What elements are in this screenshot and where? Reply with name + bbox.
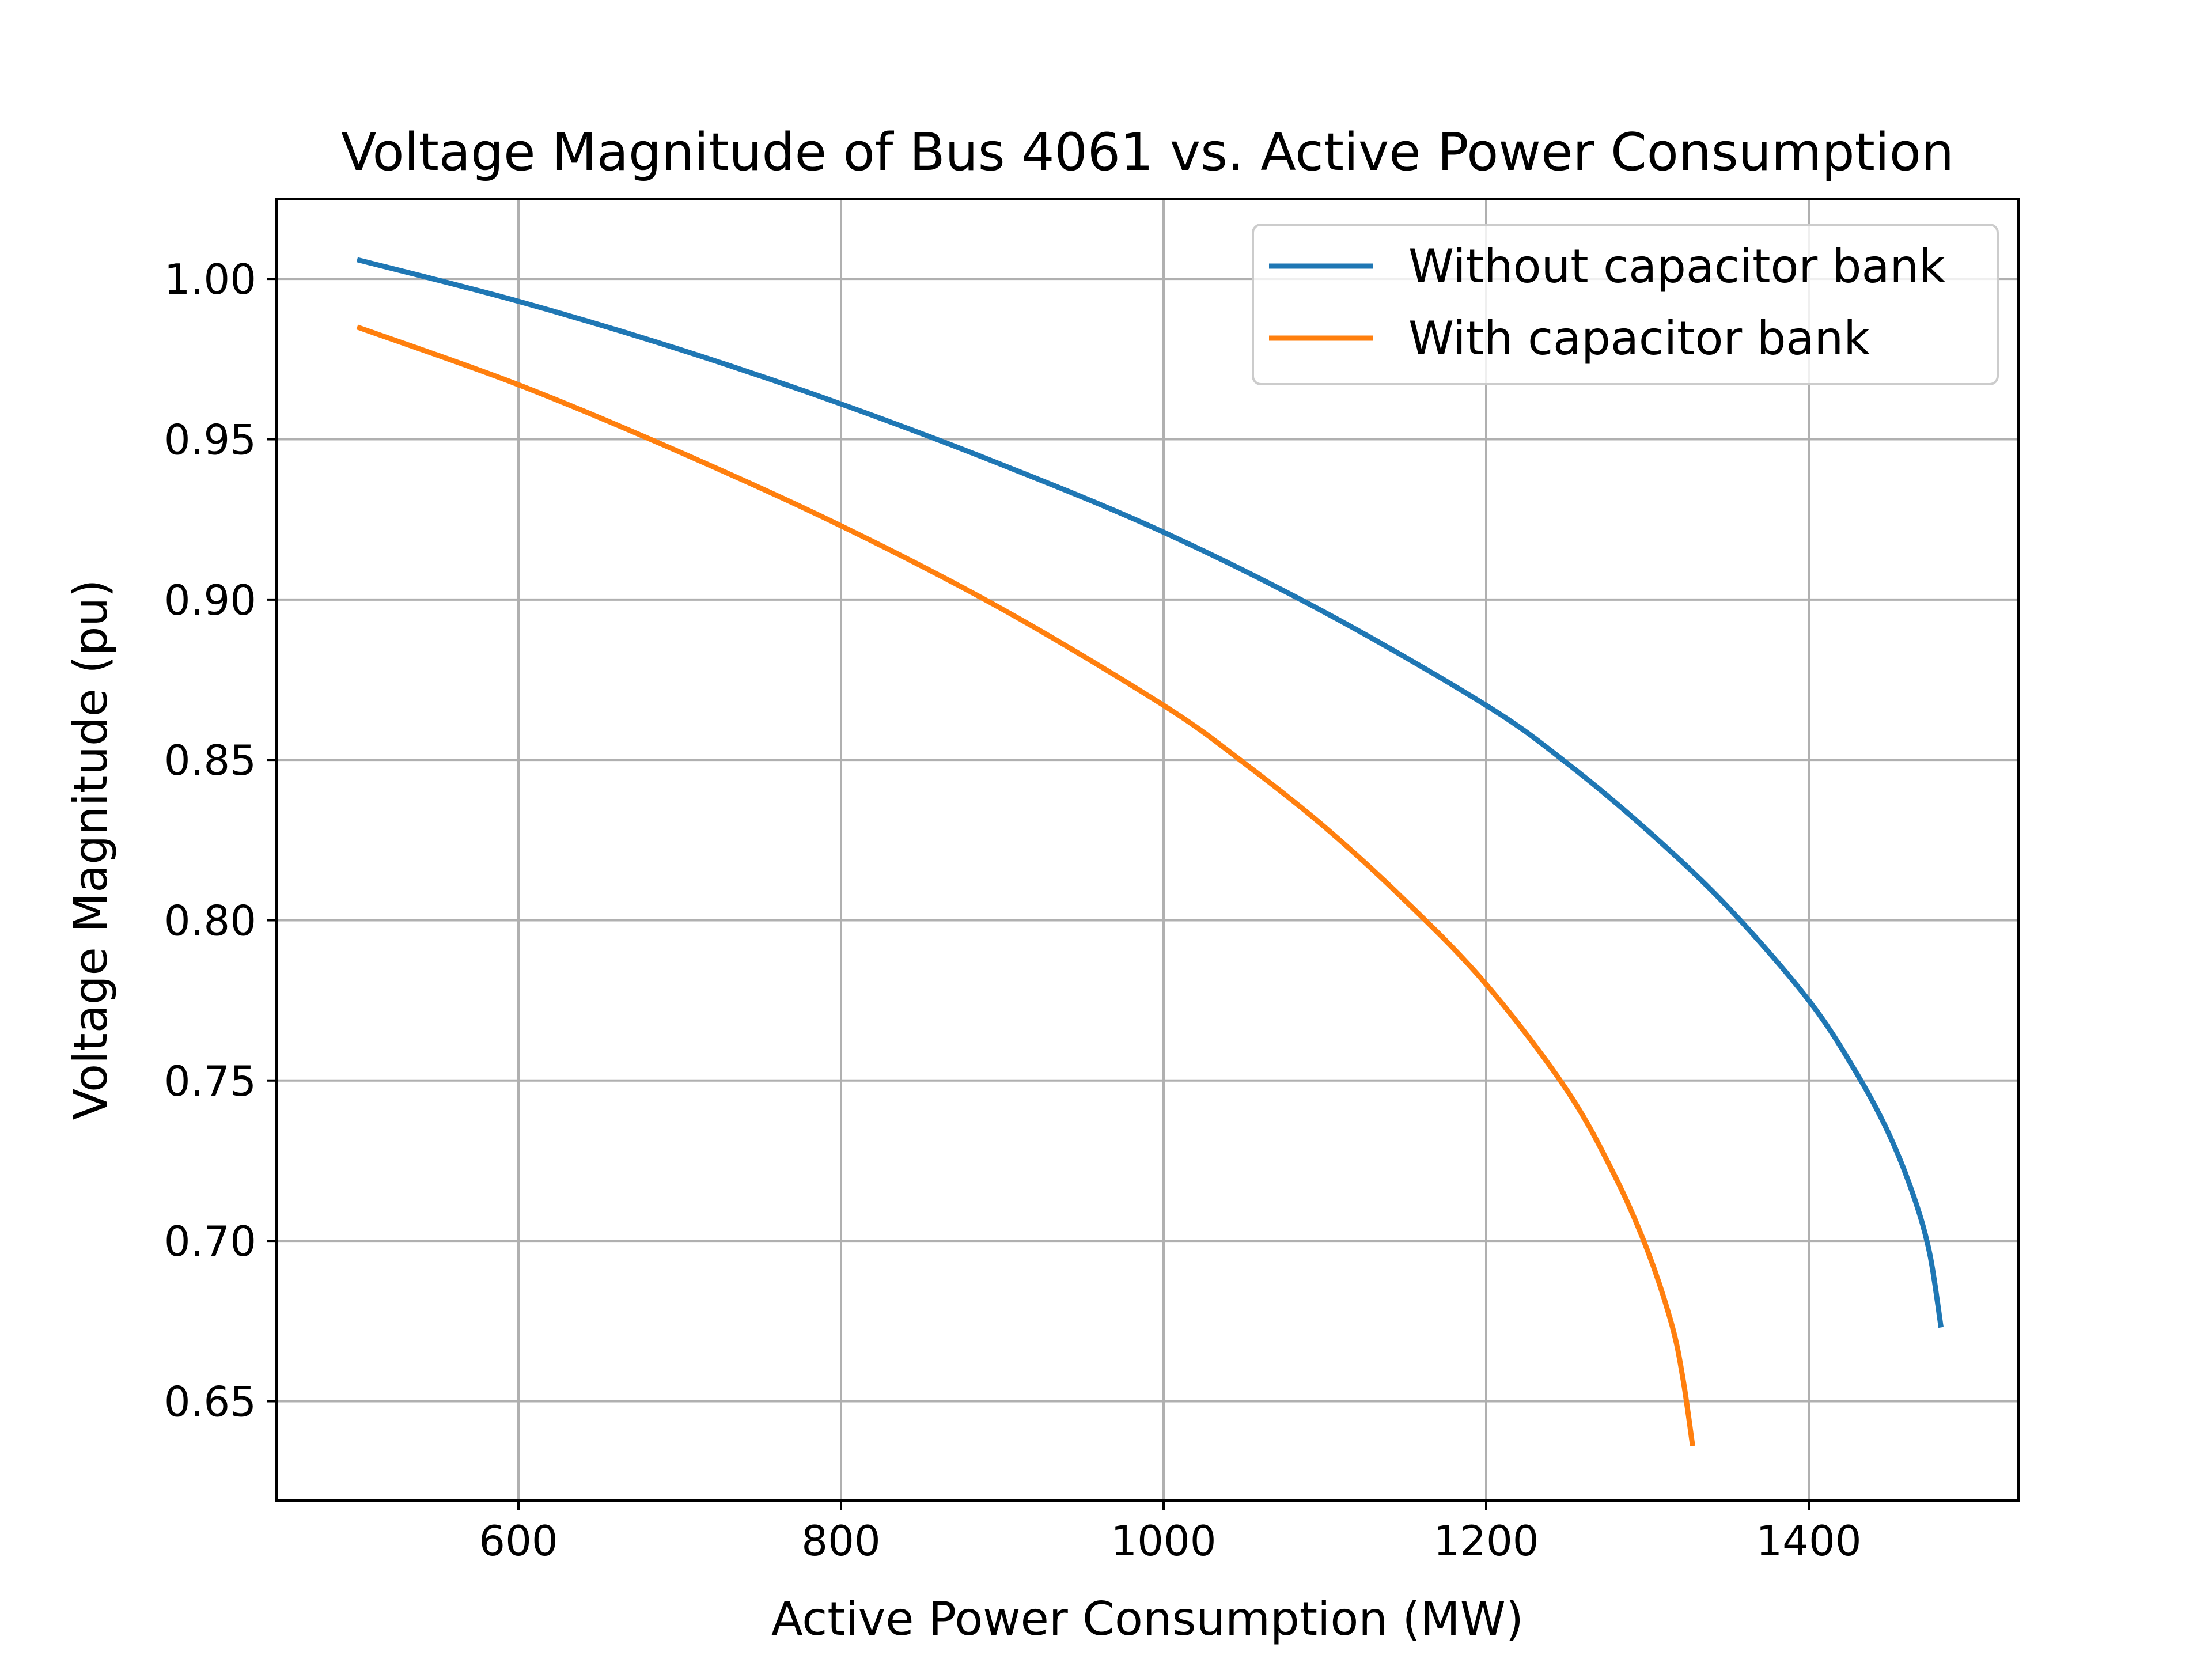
legend-label-without-capacitor: Without capacitor bank [1408, 240, 1946, 293]
chart-title: Voltage Magnitude of Bus 4061 vs. Active… [341, 122, 1954, 183]
y-tick-label: 0.85 [164, 736, 256, 785]
y-tick-label: 0.70 [164, 1217, 256, 1266]
legend-box [1252, 224, 1999, 385]
y-tick-label: 0.65 [164, 1377, 256, 1426]
y-tick-label: 0.95 [164, 415, 256, 464]
x-axis-label: Active Power Consumption (MW) [771, 1592, 1524, 1646]
x-tick-label: 1400 [1756, 1517, 1861, 1565]
y-tick-label: 0.75 [164, 1057, 256, 1105]
plot-area-frame [275, 198, 2020, 1502]
series-line-without-capacitor [356, 257, 1944, 1328]
y-tick-label: 0.90 [164, 576, 256, 624]
y-tick-label: 1.00 [164, 255, 256, 304]
x-tick-label: 1200 [1433, 1517, 1539, 1565]
legend: Without capacitor bank With capacitor ba… [1252, 224, 1999, 385]
grid-lines [276, 199, 2018, 1501]
x-tick-label: 1000 [1111, 1517, 1216, 1565]
y-axis-label: Voltage Magnitude (pu) [64, 579, 118, 1120]
y-tick-label: 0.80 [164, 896, 256, 945]
legend-label-with-capacitor: With capacitor bank [1408, 312, 1870, 365]
x-tick-label: 800 [801, 1517, 880, 1565]
axis-ticks: 600 800 1000 1200 1400 0.65 0.70 0.75 0.80 0.85 0.… [164, 255, 1862, 1565]
series-lines [356, 257, 1944, 1447]
series-line-with-capacitor [356, 324, 1695, 1447]
x-tick-label: 600 [479, 1517, 558, 1565]
